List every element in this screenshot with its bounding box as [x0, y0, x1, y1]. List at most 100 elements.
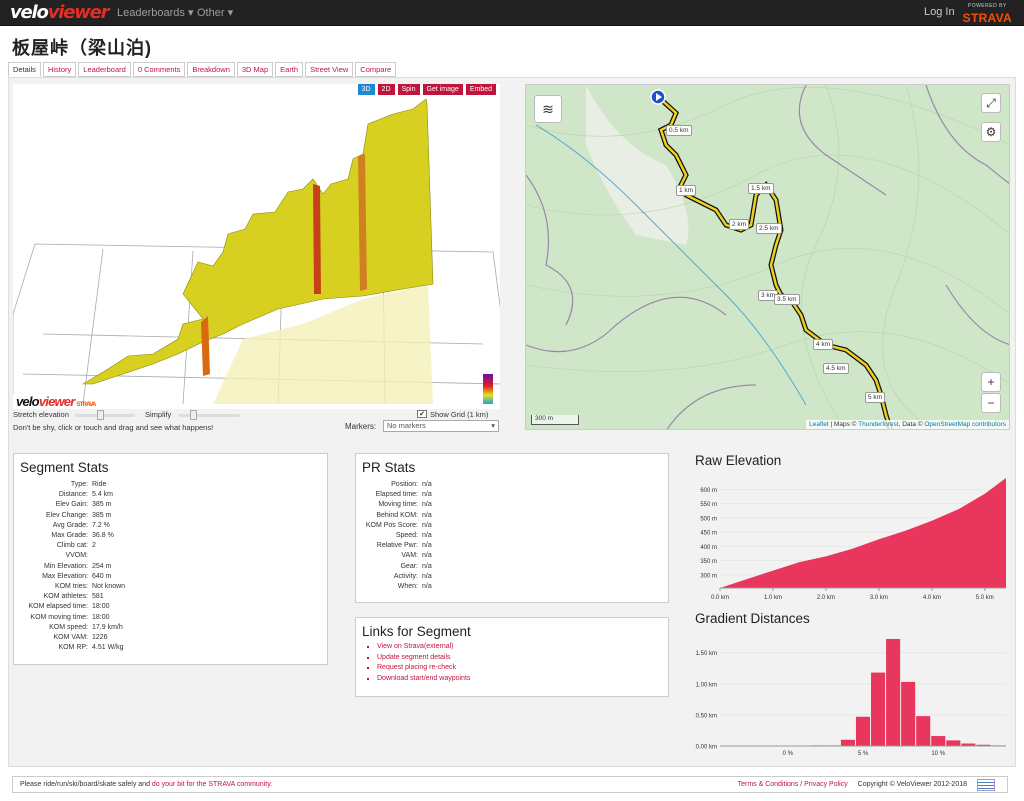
- km-label: 3.5 km: [774, 294, 800, 305]
- markers-select[interactable]: No markers ▾: [383, 420, 499, 432]
- x-tick-label: 2.0 km: [817, 595, 835, 601]
- terms-link[interactable]: Terms & Conditions: [737, 781, 799, 788]
- flag-icon: [977, 779, 995, 791]
- y-tick-label: 0.50 km: [696, 713, 717, 719]
- 3d-button[interactable]: 3D: [357, 84, 375, 95]
- km-label: 4.5 km: [823, 363, 849, 374]
- stat-value: 581: [92, 593, 104, 601]
- raw-elevation-chart[interactable]: 300 m 350 m 400 m 450 m 500 m 550 m 600 m 0.0 k…: [688, 470, 1008, 610]
- km-label: 4 km: [813, 339, 834, 350]
- km-label: 0.5 km: [666, 125, 692, 136]
- gradient-bar: [855, 716, 871, 746]
- stat-label: Distance:: [58, 491, 88, 499]
- tab-compare[interactable]: Compare: [355, 62, 397, 77]
- segment-stats-title: Segment Stats: [20, 460, 109, 475]
- gradient-bar: [946, 740, 961, 746]
- elevation-steep-section: [358, 154, 367, 291]
- tab-earth[interactable]: Earth: [275, 62, 304, 77]
- tab-3d-map[interactable]: 3D Map: [236, 62, 274, 77]
- km-label: 2 km: [729, 219, 750, 230]
- y-tick-label: 500 m: [700, 516, 717, 522]
- elevation-3d-render[interactable]: [13, 84, 500, 409]
- page-title: 板屋峠（梁山泊): [12, 38, 152, 58]
- segment-link[interactable]: Update segment details: [377, 653, 470, 664]
- stretch-label: Stretch elevation: [13, 410, 69, 419]
- login-link[interactable]: Log In: [924, 6, 955, 18]
- gradient-bar: [976, 744, 991, 746]
- tab-breakdown[interactable]: Breakdown: [187, 62, 235, 77]
- stat-label: Speed:: [395, 532, 418, 539]
- leaflet-link[interactable]: Leaflet: [809, 421, 829, 428]
- segment-link[interactable]: Request placing re-check: [377, 663, 470, 674]
- km-label: 1 km: [676, 185, 697, 196]
- color-scale-legend: [483, 374, 493, 404]
- osm-link[interactable]: OpenStreetMap contributors: [924, 421, 1006, 428]
- x-tick-label: 3.0 km: [870, 595, 888, 601]
- stat-value: 385 m: [92, 501, 112, 509]
- gradient-distances-chart[interactable]: 0.00 km 0.50 km 1.00 km 1.50 km 0 % 5 % 10 %: [688, 628, 1008, 758]
- stat-label: Elev Change:: [45, 511, 88, 519]
- links-title: Links for Segment: [362, 624, 471, 639]
- elevation-wall: [81, 98, 434, 385]
- elevation-3d-view[interactable]: 3D 2D Spin Get image Embed veloviewer STRAVA: [13, 84, 500, 409]
- stretch-slider[interactable]: [75, 410, 135, 420]
- gear-icon[interactable]: ⚙: [981, 122, 1001, 142]
- tab-history[interactable]: History: [42, 62, 77, 77]
- stat-value: 17.9 km/h: [92, 623, 123, 631]
- show-grid-checkbox[interactable]: ✔: [417, 410, 427, 418]
- y-tick-label: 350 m: [700, 559, 717, 565]
- gradient-bar: [840, 739, 855, 746]
- tab-0-comments[interactable]: 0 Comments: [132, 62, 186, 77]
- strava-community-link[interactable]: do your bit for the STRAVA community.: [151, 781, 273, 788]
- embed-button[interactable]: Embed: [465, 84, 496, 95]
- x-tick-label: 5.0 km: [976, 595, 994, 601]
- zoom-out-button[interactable]: −: [981, 393, 1001, 413]
- hint-text: Don't be shy, click or touch and drag an…: [13, 423, 214, 432]
- 2d-button[interactable]: 2D: [377, 84, 395, 95]
- stat-value: 640 m: [92, 572, 112, 580]
- y-tick-label: 1.50 km: [696, 651, 717, 657]
- stat-value: n/a: [422, 542, 432, 550]
- stat-value: n/a: [422, 481, 432, 488]
- stat-value: n/a: [422, 532, 432, 539]
- segment-link[interactable]: View on Strava(external): [377, 642, 470, 653]
- tab-details[interactable]: Details: [8, 62, 41, 77]
- layers-icon[interactable]: ≋: [534, 95, 562, 123]
- stat-label: Max Grade:: [51, 532, 88, 539]
- leaderboards-menu[interactable]: Leaderboards ▾: [117, 7, 194, 19]
- fullscreen-icon[interactable]: ⤢: [981, 93, 1001, 113]
- markers-label: Markers:: [345, 422, 377, 431]
- pr-stats-box: PR Stats Position: n/a Elapsed time: n/a Mov…: [355, 453, 669, 603]
- stat-value: Not known: [92, 583, 126, 590]
- stat-label: Position:: [391, 481, 418, 488]
- stat-value: 7.2 %: [92, 521, 110, 529]
- chevron-down-icon: ▾: [491, 421, 495, 430]
- gradient-bar: [886, 638, 901, 746]
- elevation-steep-section: [201, 316, 210, 376]
- y-tick-label: 450 m: [700, 531, 717, 537]
- stat-label: When:: [397, 583, 418, 590]
- zoom-in-button[interactable]: +: [981, 372, 1001, 392]
- route-map[interactable]: 0.5 km 1 km 1.5 km 2 km 2.5 km 3 km 3.5 km 4 km…: [525, 84, 1010, 430]
- spin-button[interactable]: Spin: [397, 84, 420, 95]
- stat-value: Ride: [92, 481, 107, 488]
- y-tick-label: 1.00 km: [696, 682, 717, 688]
- other-menu[interactable]: Other ▾: [197, 7, 234, 19]
- strava-logo: POWERED BY STRAVA: [962, 3, 1012, 25]
- get-image-button[interactable]: Get image: [422, 84, 463, 95]
- tab-street-view[interactable]: Street View: [305, 62, 354, 77]
- x-tick-label: 5 %: [858, 751, 869, 757]
- map-tiles[interactable]: [526, 85, 1010, 430]
- tab-leaderboard[interactable]: Leaderboard: [78, 62, 131, 77]
- map-attribution: Leaflet | Maps © Thunderforest, Data © O…: [806, 420, 1009, 429]
- stat-label: Type:: [70, 481, 88, 488]
- thunderforest-link[interactable]: Thunderforest: [858, 421, 899, 428]
- segment-link[interactable]: Download start/end waypoints: [377, 674, 470, 685]
- stat-value: n/a: [422, 501, 432, 509]
- veloviewer-logo[interactable]: veloviewer: [10, 2, 110, 23]
- view-buttons: 3D 2D Spin Get image Embed: [357, 84, 496, 95]
- simplify-slider[interactable]: [178, 410, 240, 420]
- privacy-link[interactable]: Privacy Policy: [804, 781, 848, 788]
- pr-stats-title: PR Stats: [362, 460, 416, 475]
- x-tick-label: 10 %: [931, 751, 945, 757]
